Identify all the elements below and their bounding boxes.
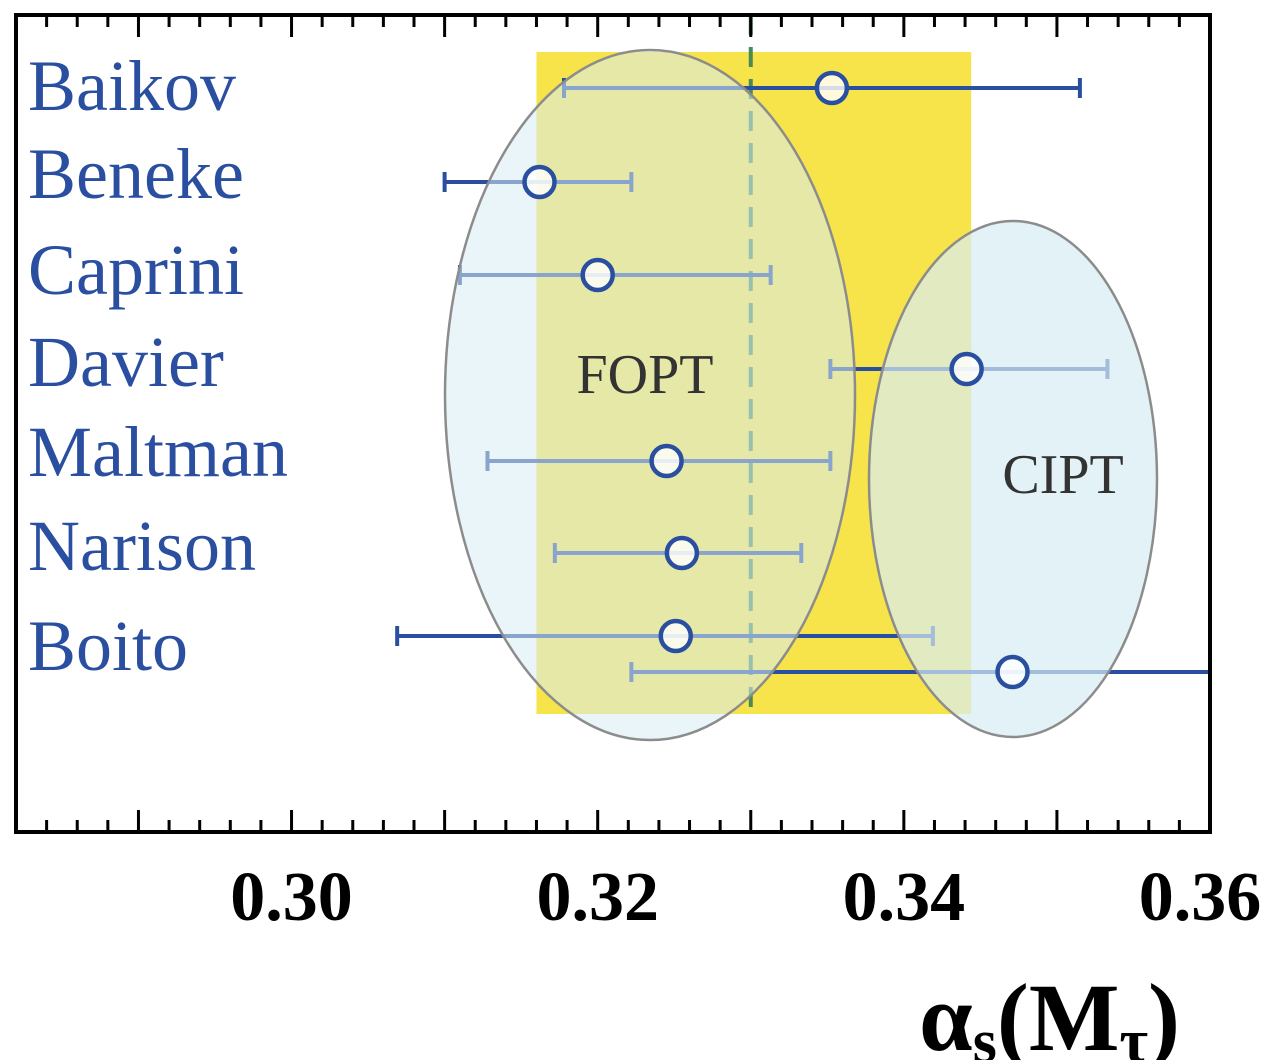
cipt-ellipse (867, 219, 1159, 739)
marker-layer (522, 70, 1030, 690)
x-axis-title-M: M (1029, 964, 1120, 1060)
x-axis-title-sub-tau: τ (1119, 1008, 1148, 1060)
x-axis-title: αs(Mτ) (919, 964, 1180, 1060)
marker-caprini-2 (580, 257, 615, 293)
marker-narison-5 (664, 535, 700, 571)
category-label-baikov: Baikov (28, 46, 236, 126)
marker-maltman-4 (649, 443, 684, 479)
x-tick-label-0: 0.30 (230, 859, 353, 936)
x-tick-label-1: 0.32 (536, 859, 659, 936)
region-ellipse-layer (443, 48, 1159, 742)
marker-boito-6 (658, 618, 694, 654)
region-label-fopt: FOPT (577, 344, 714, 406)
x-axis-title-sub-s: s (973, 1008, 997, 1060)
x-axis-title-alpha: α (919, 964, 973, 1060)
x-axis-title-paren-open: ( (997, 964, 1029, 1060)
x-axis-title-paren-close: ) (1148, 964, 1180, 1060)
region-label-cipt: CIPT (1002, 444, 1123, 506)
category-label-maltman: Maltman (28, 412, 288, 492)
category-label-narison: Narison (28, 506, 256, 586)
category-label-caprini: Caprini (28, 230, 244, 310)
x-tick-layer: 0.30 0.32 0.34 0.36 (230, 859, 1261, 936)
marker-beneke-1 (522, 164, 557, 200)
marker-boito-7 (995, 654, 1030, 690)
plot-frame-layer (14, 13, 1212, 834)
x-tick-label-3: 0.36 (1139, 859, 1262, 936)
category-label-boito: Boito (28, 606, 188, 686)
marker-baikov-0 (814, 70, 850, 106)
x-tick-label-2: 0.34 (843, 859, 966, 936)
marker-davier-3 (949, 351, 984, 387)
fopt-ellipse (443, 48, 857, 742)
plot-frame (14, 13, 1212, 834)
category-label-davier: Davier (28, 322, 224, 402)
category-label-beneke: Beneke (28, 134, 244, 214)
region-label-layer: FOPT CIPT (577, 344, 1124, 506)
